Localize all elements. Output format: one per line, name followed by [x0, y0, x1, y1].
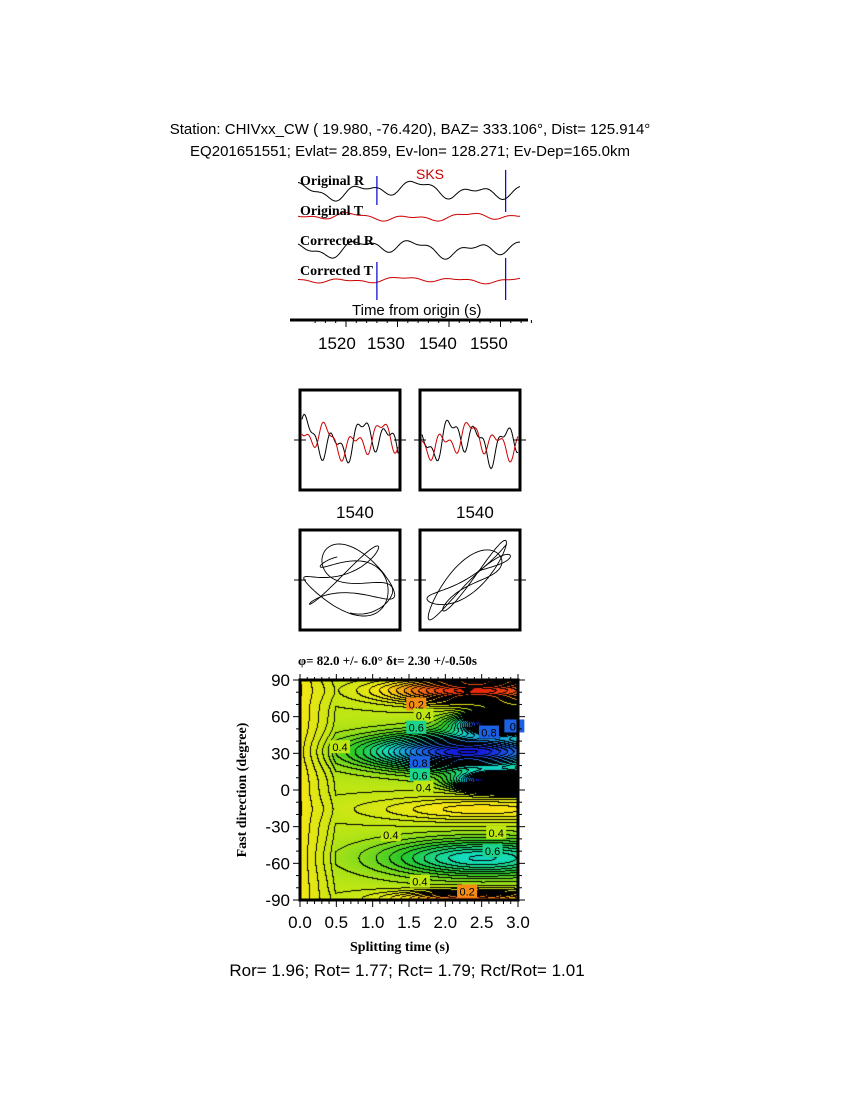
contour-label-bg	[409, 756, 430, 770]
original-t-trace	[297, 212, 520, 222]
slow-component-trace	[421, 421, 519, 463]
phase-label: SKS	[416, 166, 445, 182]
time-tick: 1550	[470, 334, 508, 353]
contour-label-bg	[406, 720, 427, 734]
y-tick-label: -30	[265, 818, 290, 837]
contour-label: 0.4	[412, 877, 427, 889]
y-tick-label: 30	[271, 744, 290, 763]
label-corrected-t: Corrected T	[300, 264, 373, 279]
contour-label: 0.2	[459, 886, 474, 898]
particle-motion-path	[303, 543, 396, 617]
contour-label: 0.4	[416, 710, 431, 722]
chart-title: φ= 82.0 +/- 6.0° δt= 2.30 +/-0.50s	[298, 653, 477, 668]
contour-label: 0.	[510, 721, 519, 733]
x-tick-label: 0.5	[325, 913, 349, 932]
contour-label-bg	[478, 725, 499, 739]
best-fit-star-icon: ★	[458, 680, 476, 702]
x-axis-label: Splitting time (s)	[350, 940, 450, 955]
y-tick-label: -60	[265, 854, 290, 873]
label-original-r: Original R	[300, 174, 365, 189]
time-tick: 1520	[318, 334, 356, 353]
contour-label-bg	[413, 780, 434, 794]
y-tick-label: -90	[265, 891, 290, 910]
time-axis-ticks	[314, 320, 532, 327]
contour-label-bg	[486, 825, 507, 839]
contour-label-bg	[457, 884, 478, 898]
waveform-traces	[294, 413, 526, 621]
x-tick-label: 1.5	[397, 913, 421, 932]
contour-label-bg	[409, 768, 430, 782]
contour-label-bg	[380, 828, 401, 842]
fast-component-trace	[301, 413, 399, 464]
x-tick-label: 1.0	[361, 913, 385, 932]
panel-tick-right: 1540	[456, 503, 494, 522]
x-tick-label: 0.0	[288, 913, 312, 932]
contour-label-bg	[406, 697, 427, 711]
original-r-trace	[297, 180, 521, 202]
x-tick-label: 3.0	[506, 913, 530, 932]
footer-ratios: Ror= 1.96; Rot= 1.77; Rct= 1.79; Rct/Rot…	[229, 961, 585, 980]
corrected-t-trace	[298, 277, 521, 285]
x-tick-label: 2.5	[470, 913, 494, 932]
contour-label: 0.4	[332, 742, 347, 754]
station-header: Station: CHIVxx_CW ( 19.980, -76.420), B…	[169, 121, 651, 138]
contour-label: 0.4	[489, 828, 504, 840]
y-tick-label: 90	[271, 671, 290, 690]
corrected-r-trace	[297, 240, 520, 260]
contour-label: 0.4	[383, 830, 398, 842]
contour-label: 0.6	[485, 846, 500, 858]
time-axis-label: Time from origin (s)	[352, 302, 482, 319]
y-tick-label: 0	[281, 781, 290, 800]
contour-label: 0.8	[412, 758, 427, 770]
misfit-heatmap	[300, 680, 518, 900]
fast-component-trace	[421, 419, 519, 470]
contour-label-bg	[409, 874, 430, 888]
contour-label-bg	[329, 740, 350, 754]
x-tick-label: 2.0	[434, 913, 458, 932]
contour-label: 0.8	[481, 728, 496, 740]
particle-motion-path	[426, 539, 511, 621]
y-axis-label: Fast direction (degree)	[235, 722, 250, 858]
contour-label: 0.6	[409, 723, 424, 735]
contour-label: 0.6	[412, 770, 427, 782]
contour-label-bg	[482, 844, 503, 858]
contour-label: 0.4	[416, 783, 431, 795]
contour-label-bg	[413, 708, 434, 722]
time-tick: 1530	[367, 334, 405, 353]
slow-component-trace	[301, 421, 399, 462]
heatmap-frame	[298, 678, 520, 902]
time-tick: 1540	[419, 334, 457, 353]
label-original-t: Original T	[300, 204, 364, 219]
trace-panel	[297, 170, 521, 300]
y-tick-label: 60	[271, 708, 290, 727]
panel-tick-left: 1540	[336, 503, 374, 522]
label-corrected-r: Corrected R	[300, 234, 374, 249]
event-header: EQ201651551; Evlat= 28.859, Ev-lon= 128.…	[190, 143, 630, 160]
